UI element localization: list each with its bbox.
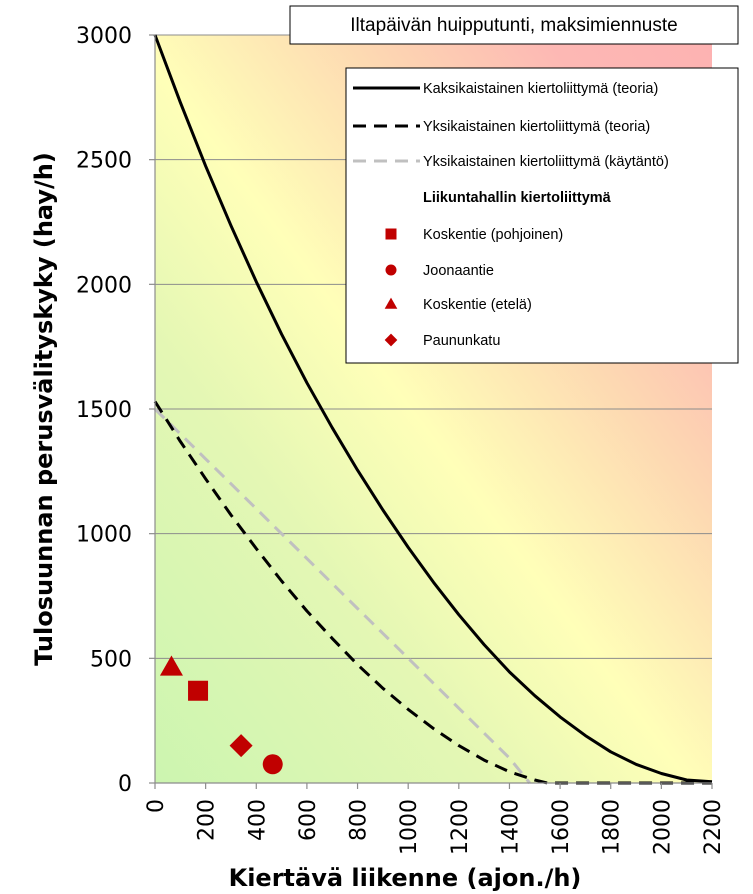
points-layer [159, 655, 283, 775]
x-tick-label: 600 [296, 799, 321, 841]
legend-label: Koskentie (pohjoinen) [423, 227, 563, 243]
y-tick-label: 1000 [76, 523, 132, 548]
legend-label: Yksikaistainen kiertoliittymä (teoria) [423, 119, 650, 135]
series-line-3 [153, 407, 531, 784]
data-point-square [188, 680, 209, 701]
tick-labels: 0 500 1000 1500 2000 2500 3000 0 200 400 600 800 100… [76, 24, 726, 855]
data-point-triangle [159, 655, 183, 676]
legend-box [345, 67, 739, 364]
x-tick-label: 200 [195, 799, 220, 841]
legend-marker-diamond [384, 333, 398, 347]
y-tick-label: 2500 [76, 149, 132, 174]
x-tick-label: 1400 [498, 799, 523, 855]
x-tick-label: 800 [347, 799, 372, 841]
legend-label: Koskentie (etelä) [423, 297, 532, 313]
legend-marker-circle [385, 264, 397, 276]
y-tick-label: 500 [90, 647, 132, 672]
x-axis-title: Kiertävä liikenne (ajon./h) [229, 864, 582, 892]
x-tick-label: 1800 [600, 799, 625, 855]
y-tick-label: 2000 [76, 273, 132, 298]
chart-title-box: Iltapäivän huipputunti, maksimiennuste [289, 5, 739, 45]
data-point-circle [262, 754, 283, 775]
axes [149, 34, 713, 789]
legend-label: Yksikaistainen kiertoliittymä (käytäntö) [423, 154, 669, 170]
y-tick-label: 1500 [76, 398, 132, 423]
legend-marker-square [385, 228, 397, 240]
x-tick-label: 1000 [397, 799, 422, 855]
x-tick-label: 2200 [701, 799, 726, 855]
data-point-diamond [229, 734, 253, 758]
x-tick-label: 1600 [549, 799, 574, 855]
legend-label: Paununkatu [423, 333, 500, 349]
x-tick-label: 2000 [650, 799, 675, 855]
chart-title: Iltapäivän huipputunti, maksimiennuste [350, 15, 677, 36]
y-axis-title: Tulosuunnan perusvälityskyky (hay/h) [30, 152, 58, 666]
x-tick-label: 1200 [448, 799, 473, 855]
x-tick-label: 400 [245, 799, 270, 841]
legend: Kaksikaistainen kiertoliittymä (teoria) Y… [345, 67, 739, 364]
series-line-1 [153, 34, 713, 784]
y-tick-label: 0 [118, 772, 132, 797]
y-tick-label: 3000 [76, 24, 132, 49]
legend-marker-triangle [384, 297, 398, 309]
legend-label: Kaksikaistainen kiertoliittymä (teoria) [423, 81, 658, 97]
legend-label: Joonaantie [423, 263, 494, 279]
x-tick-label: 0 [144, 799, 169, 813]
legend-group-heading: Liikuntahallin kiertoliittymä [423, 190, 612, 206]
